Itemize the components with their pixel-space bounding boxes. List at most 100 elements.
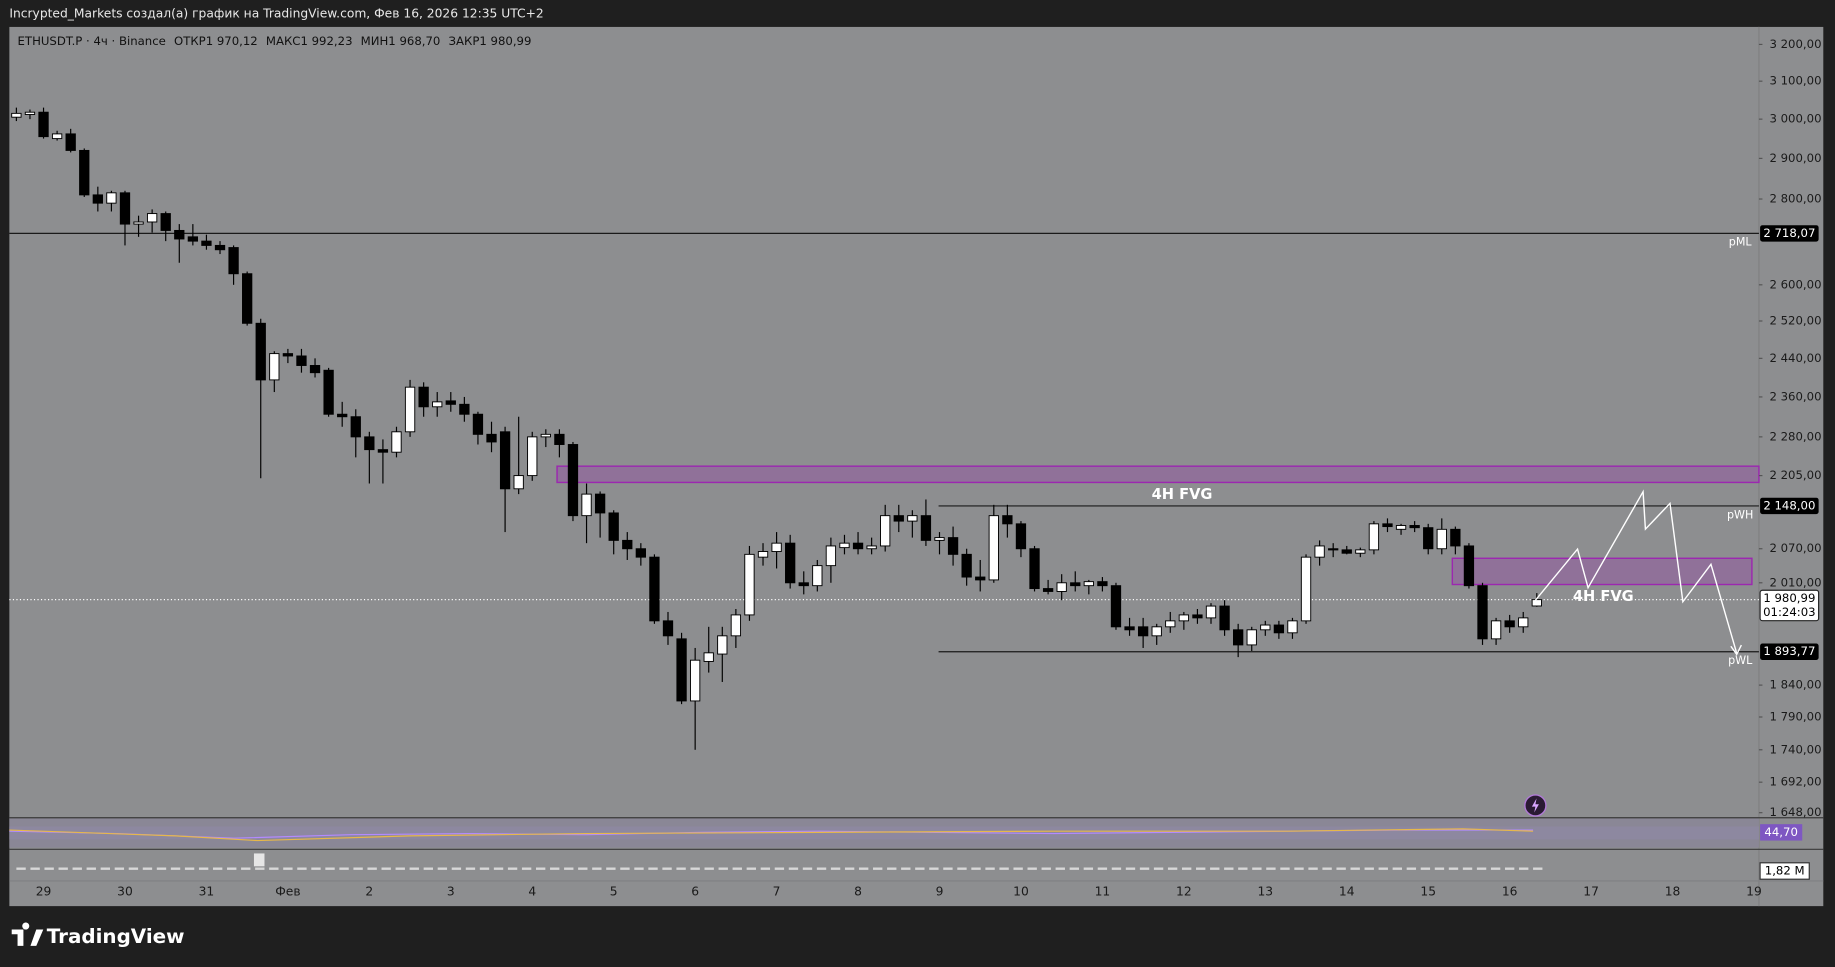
legend-field-name: МИН — [361, 33, 389, 47]
candle-body — [635, 548, 646, 558]
y-tick-label: 2 800,00 — [1769, 192, 1821, 206]
candle-body — [228, 247, 239, 275]
legend-field-name: МАКС — [266, 33, 301, 47]
volume-label: 1,82 M — [1765, 864, 1805, 878]
candle-body — [323, 369, 334, 415]
candle-body — [1029, 548, 1040, 590]
x-tick-label: 16 — [1502, 885, 1518, 899]
candle-body — [703, 652, 714, 662]
x-tick-label: 30 — [117, 885, 133, 899]
y-tick-label: 3 100,00 — [1769, 74, 1821, 88]
volume-spike — [253, 853, 265, 867]
x-tick-label: 29 — [36, 885, 52, 899]
legend-field-value: 1 968,70 — [388, 33, 440, 47]
candle-body — [1531, 599, 1542, 607]
candle-body — [404, 386, 416, 433]
candle-body — [119, 192, 131, 225]
level-label-box — [1760, 225, 1819, 242]
candle-body — [676, 638, 687, 702]
candle-body — [880, 515, 891, 547]
candle-body — [717, 635, 728, 655]
x-tick-label: 10 — [1013, 885, 1029, 899]
level-name: pML — [1729, 236, 1753, 249]
candle-body — [839, 542, 850, 549]
level-name: pWH — [1727, 508, 1753, 521]
fvg-label: 4H FVG — [1573, 588, 1634, 605]
projection-path — [1533, 489, 1738, 654]
candle-body — [1015, 523, 1027, 550]
candle-body — [947, 537, 959, 555]
y-tick-label: 2 280,00 — [1769, 429, 1821, 443]
candle-body — [79, 149, 90, 196]
fvg-zone — [556, 465, 1760, 484]
candle-body — [418, 386, 429, 408]
y-tick-label: 1 648,00 — [1769, 805, 1821, 819]
candle-body — [893, 515, 904, 522]
candle-body — [459, 403, 470, 415]
candle-body — [825, 545, 837, 567]
candle-body — [812, 565, 823, 587]
candle-body — [594, 493, 606, 514]
candle-body — [1260, 624, 1271, 631]
candle-body — [377, 449, 389, 453]
candle-body — [1355, 549, 1366, 554]
level-label: 2 148,00 — [1763, 498, 1815, 512]
oscillator-label: 44,70 — [1764, 825, 1797, 839]
candle-body — [988, 515, 999, 581]
candle-body — [608, 512, 619, 541]
candle-body — [1328, 548, 1339, 551]
candle-body — [1070, 582, 1081, 587]
candle-body — [866, 545, 877, 550]
candle-body — [757, 551, 769, 558]
candle-body — [1233, 629, 1244, 646]
candle-body — [214, 244, 226, 251]
oscillator-signal — [9, 828, 1534, 842]
legend-symbol: ETHUSDT.P · 4ч · Binance — [18, 33, 166, 47]
candle-body — [472, 413, 484, 435]
candle-body — [1436, 528, 1447, 550]
level-name: pWL — [1728, 654, 1753, 667]
candle-body — [1219, 605, 1230, 631]
candle-body — [730, 614, 742, 637]
candle-body — [65, 133, 76, 151]
candle-body — [133, 221, 144, 225]
projection-arrow — [1730, 644, 1743, 656]
level-label: 2 718,07 — [1763, 226, 1815, 240]
candle-body — [771, 542, 782, 553]
candle-body — [527, 436, 538, 477]
candle-body — [852, 542, 864, 550]
candle-body — [744, 553, 755, 616]
candle-body — [1002, 515, 1013, 525]
y-tick-label: 2 600,00 — [1769, 277, 1821, 291]
y-tick-label: 2 440,00 — [1769, 351, 1821, 365]
candle-body — [242, 273, 253, 324]
candle-body — [1382, 523, 1393, 528]
candle-body — [364, 436, 375, 451]
candle-body — [689, 659, 701, 702]
header-title: Incrypted_Markets создал(а) график на Tr… — [9, 7, 543, 21]
candle-body — [1205, 605, 1217, 619]
candle-body — [785, 542, 796, 584]
x-tick-label: 31 — [199, 885, 215, 899]
y-tick-label: 2 070,00 — [1769, 541, 1821, 555]
candle-body — [1083, 581, 1094, 587]
current-price-label: 1 980,99 — [1763, 591, 1815, 605]
candle-body — [1192, 614, 1203, 619]
y-tick-label: 2 900,00 — [1769, 151, 1821, 165]
candle-body — [1409, 525, 1420, 529]
logo-mark — [11, 922, 44, 946]
x-tick-label: 18 — [1665, 885, 1681, 899]
candle-body — [1423, 527, 1434, 550]
x-tick-label: 8 — [854, 885, 862, 899]
candle-body — [1463, 545, 1475, 587]
candle-body — [567, 444, 579, 517]
chart: 4H FVG 4H FVG pML pWH pWL 3 200,00 3 100,00 3 0… — [9, 33, 1822, 899]
candle-body — [432, 401, 443, 408]
candle-body — [649, 556, 660, 622]
x-tick-label: 15 — [1420, 885, 1436, 899]
candle-body — [581, 493, 592, 517]
candle-body — [201, 240, 212, 246]
x-tick-label: 9 — [936, 885, 944, 899]
candle-body — [92, 194, 103, 204]
